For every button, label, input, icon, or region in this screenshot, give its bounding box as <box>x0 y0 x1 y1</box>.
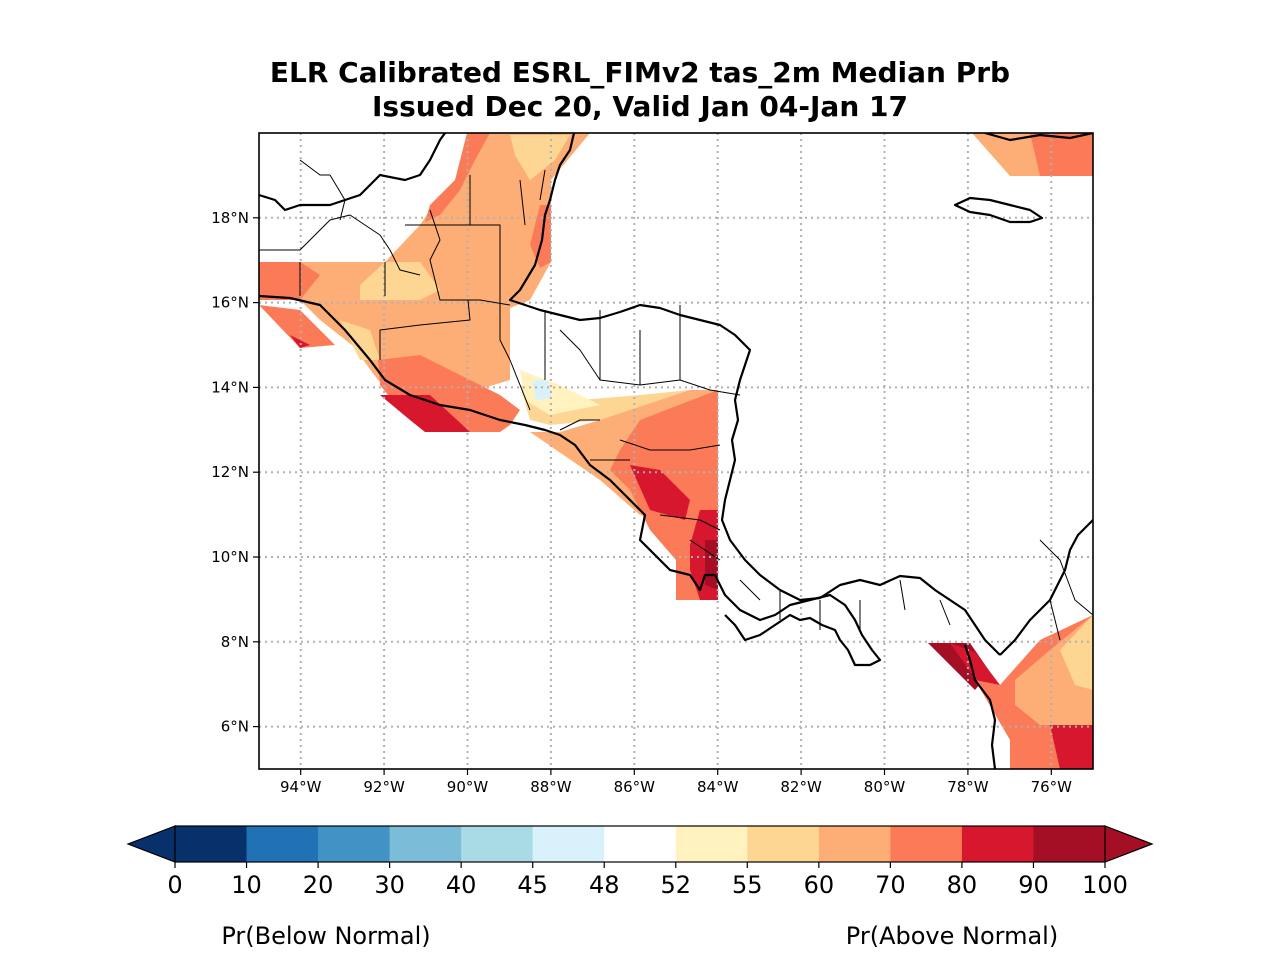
country-borders <box>299 209 1093 641</box>
colorbar-outline <box>174 825 1106 863</box>
lon-tick-label: 84°W <box>697 778 739 796</box>
lat-tick-label: 16°N <box>211 294 249 312</box>
colorbar-tick-label: 40 <box>446 871 477 899</box>
gridlines <box>259 133 1093 769</box>
shade-area-caribbean-warm <box>1030 133 1093 176</box>
lat-tick-label: 8°N <box>221 633 249 651</box>
above-normal-label: Pr(Above Normal) <box>846 922 1058 950</box>
colorbar-tick-label: 90 <box>1018 871 1049 899</box>
colorbar-tick-label: 60 <box>804 871 835 899</box>
colorbar-tick-label: 48 <box>589 871 620 899</box>
title-line-1: ELR Calibrated ESRL_FIMv2 tas_2m Median … <box>269 56 1011 89</box>
shade-area-west-pacific-2 <box>259 305 335 348</box>
coastlines-and-borders <box>259 133 1093 769</box>
colorbar: 0 10 20 30 40 45 48 52 55 60 70 80 90 100 <box>126 825 1154 899</box>
shade-area-mexico-pale <box>360 262 440 300</box>
map-frame <box>258 132 1094 770</box>
lon-tick-label: 80°W <box>864 778 906 796</box>
map-title: ELR Calibrated ESRL_FIMv2 tas_2m Median … <box>0 56 1280 124</box>
colorbar-extend-high <box>1104 825 1154 863</box>
colorbar-tick-label: 55 <box>732 871 763 899</box>
colombia-coastline <box>999 519 1093 656</box>
colorbar-swatch <box>1033 826 1106 862</box>
below-normal-label: Pr(Below Normal) <box>221 922 430 950</box>
colorbar-swatch <box>675 826 748 862</box>
lat-tick-label: 10°N <box>211 548 249 566</box>
shade-area-colombia-south-red <box>1050 725 1093 769</box>
shade-area-guatemala-light <box>340 320 380 360</box>
lat-tick-label: 14°N <box>211 378 249 396</box>
colorbar-swatch <box>747 826 820 862</box>
lon-tick-label: 88°W <box>530 778 572 796</box>
mexico-state-borders <box>259 159 546 276</box>
colorbar-tick-label: 30 <box>374 871 405 899</box>
shade-area-yucatan-warm <box>425 133 490 222</box>
colorbar-tick-label: 70 <box>875 871 906 899</box>
colorbar-tick-label: 20 <box>303 871 334 899</box>
colorbar-tick-label: 52 <box>660 871 691 899</box>
shade-area-lake-nicaragua <box>630 465 690 520</box>
colombia-pacific-coastline <box>963 644 997 769</box>
colorbar-swatch <box>246 826 319 862</box>
shade-area-west-pacific-red <box>290 335 310 348</box>
shade-area-gulf-fonseca <box>532 380 552 400</box>
lat-tick-label: 6°N <box>221 718 249 736</box>
cuba-coastline <box>984 133 1093 142</box>
lon-tick-label: 92°W <box>363 778 405 796</box>
colorbar-tick-label: 80 <box>947 871 978 899</box>
colorbar-tick-label: 0 <box>167 871 182 899</box>
shade-area-guatemala-red <box>380 395 470 432</box>
colorbar-swatch <box>818 826 891 862</box>
colorbar-swatch <box>461 826 534 862</box>
colorbar-swatch <box>532 826 605 862</box>
colorbar-tick-label: 10 <box>231 871 262 899</box>
lon-tick-label: 94°W <box>280 778 322 796</box>
colorbar-swatch <box>604 826 677 862</box>
yucatan-east-coastline <box>508 133 1001 656</box>
shade-area-colombia-pale <box>1060 615 1093 690</box>
colorbar-tick-label: 45 <box>517 871 548 899</box>
jamaica-coastline <box>953 196 1044 224</box>
colorbar-swatch <box>318 826 391 862</box>
shade-area-costa-rica-dark <box>705 540 718 590</box>
shade-area-west-pacific <box>259 262 320 300</box>
colorbar-swatch <box>890 826 963 862</box>
colorbar-swatch <box>389 826 462 862</box>
title-line-2: Issued Dec 20, Valid Jan 04-Jan 17 <box>372 90 908 123</box>
shade-area-yucatan-light <box>510 135 570 180</box>
lon-tick-label: 76°W <box>1031 778 1073 796</box>
lat-tick-label: 12°N <box>211 463 249 481</box>
axis-ticks: 94°W 92°W 90°W 88°W 86°W 84°W 82°W 80°W 78°W 76°W… <box>211 209 1072 796</box>
probability-shading <box>259 133 1093 769</box>
colorbar-tick-label: 100 <box>1082 871 1128 899</box>
lon-tick-label: 90°W <box>447 778 489 796</box>
lon-tick-label: 82°W <box>780 778 822 796</box>
pacific-coastline <box>259 294 882 667</box>
gulf-coastline <box>259 133 446 212</box>
colorbar-swatch <box>961 826 1034 862</box>
lon-tick-label: 86°W <box>614 778 656 796</box>
colorbar-swatch <box>175 826 248 862</box>
shade-area-yucatan-warm-2 <box>530 205 551 268</box>
lon-tick-label: 78°W <box>947 778 989 796</box>
colorbar-extend-low <box>126 825 176 863</box>
lat-tick-label: 18°N <box>211 209 249 227</box>
